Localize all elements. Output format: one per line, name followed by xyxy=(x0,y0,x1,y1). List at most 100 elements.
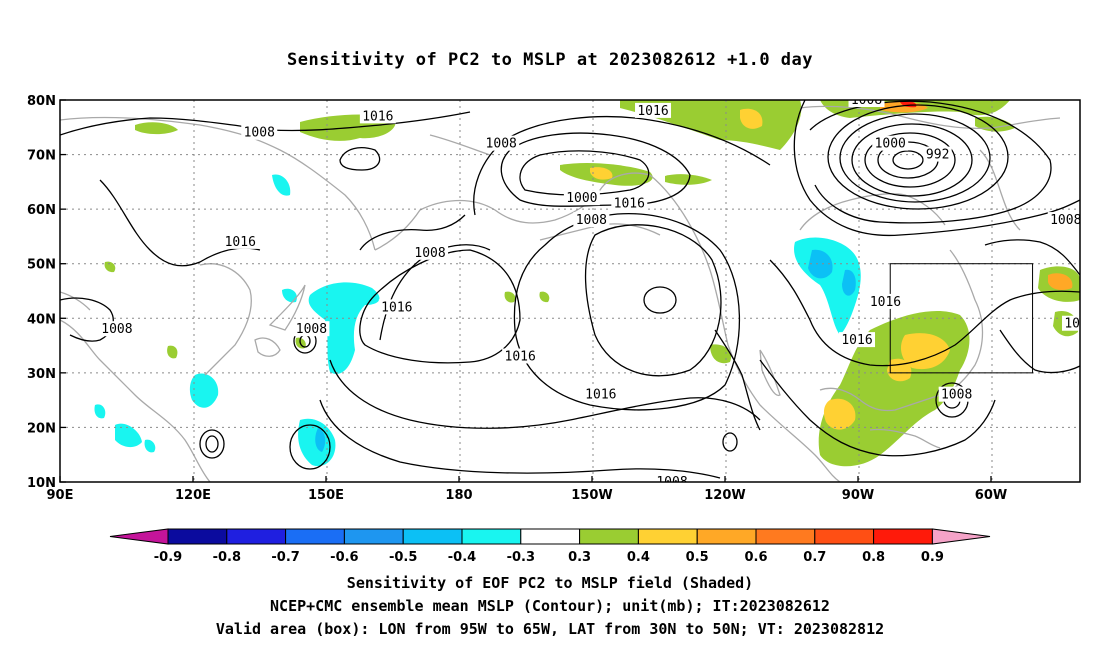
contour-label-bg xyxy=(241,124,278,140)
contour-label-bg xyxy=(872,135,909,151)
contour-label: 1016 xyxy=(505,349,536,364)
lon-tick-label: 90E xyxy=(47,488,74,503)
chart-title: Sensitivity of PC2 to MSLP at 2023082612… xyxy=(286,50,813,70)
colorbar-swatch xyxy=(343,528,404,545)
colorbar-swatch xyxy=(696,528,757,545)
lon-tick-label: 150E xyxy=(308,488,344,503)
lat-tick-label: 20N xyxy=(27,421,56,436)
contour-label: 1008 xyxy=(656,475,687,490)
contour-label-bg xyxy=(1062,315,1080,331)
colorbar-swatch xyxy=(285,528,345,545)
contour-label-bg xyxy=(293,321,330,337)
colorbar-swatch xyxy=(167,528,228,545)
contour-label-bg xyxy=(611,195,648,211)
lat-tick-label: 60N xyxy=(27,203,56,218)
colorbar-swatch xyxy=(226,528,287,545)
colorbar-label: 0.6 xyxy=(744,550,767,565)
contour-label-bg xyxy=(867,293,904,309)
colorbar-swatch xyxy=(637,528,698,545)
contour-label: 1008 xyxy=(851,93,882,108)
colorbar-label: 0.3 xyxy=(568,550,591,565)
colorbar-swatch xyxy=(402,528,463,545)
colorbar-swatch xyxy=(814,528,875,545)
contour-label-bg xyxy=(848,100,885,107)
lon-tick-label: 180 xyxy=(445,488,472,503)
contour-label: 1008 xyxy=(244,126,275,141)
colorbar-label: -0.3 xyxy=(507,550,535,565)
valid-area-box xyxy=(889,263,1034,374)
colorbar-swatch xyxy=(873,528,933,545)
colorbar-label: 0.5 xyxy=(686,550,709,565)
lat-tick-label: 70N xyxy=(27,149,56,164)
contour-label-bg xyxy=(573,212,610,228)
lon-tick-label: 90W xyxy=(842,488,874,503)
colorbar-label: -0.4 xyxy=(448,550,476,565)
contour-label: 1016 xyxy=(637,104,668,119)
contour-label-bg xyxy=(839,332,876,348)
mslp-contours xyxy=(60,100,1080,479)
plot-frame xyxy=(59,99,1081,483)
contour-label-bg xyxy=(98,321,135,337)
contour-label: 1016 xyxy=(362,109,393,124)
contour-label-bg xyxy=(938,386,975,402)
colorbar-swatch xyxy=(461,528,522,545)
contour-label-bg xyxy=(222,233,259,249)
contour-label: 1008 xyxy=(486,137,517,152)
colorbar xyxy=(109,528,991,545)
caption-contour: NCEP+CMC ensemble mean MSLP (Contour); u… xyxy=(270,597,830,615)
colorbar-swatch xyxy=(579,528,639,545)
lat-tick-label: 50N xyxy=(27,258,56,273)
contour-label: 1016 xyxy=(1064,317,1095,332)
contour-label: 1008 xyxy=(576,213,607,228)
lat-tick-label: 80N xyxy=(27,94,56,109)
lon-tick-label: 120E xyxy=(175,488,211,503)
contour-label: 1008 xyxy=(1050,213,1081,228)
colorbar-label: 0.7 xyxy=(803,550,826,565)
colorbar-label: -0.9 xyxy=(154,550,182,565)
colorbar-label: 0.9 xyxy=(921,550,944,565)
contour-label-bg xyxy=(1047,212,1080,228)
contour-labels: 1008 1016 1008 1016 1008 1000 992 1000 1008 1016 1… xyxy=(98,93,1095,490)
contour-label-bg xyxy=(563,190,600,206)
latitude-ticks: 80N 70N 60N 50N 40N 30N 20N 10N xyxy=(27,94,66,491)
contour-label-bg xyxy=(654,474,690,482)
contour-label: 1008 xyxy=(414,246,445,261)
lat-tick-label: 10N xyxy=(27,476,56,491)
contour-label-bg xyxy=(635,102,672,118)
contour-label: 1016 xyxy=(225,235,256,250)
lon-tick-label: 60W xyxy=(975,488,1007,503)
colorbar-label: -0.8 xyxy=(213,550,241,565)
colorbar-label: 0.4 xyxy=(627,550,650,565)
contour-label: 1016 xyxy=(614,197,645,212)
graticule xyxy=(60,100,1080,482)
caption-shading: Sensitivity of EOF PC2 to MSLP field (Sh… xyxy=(346,574,754,592)
contour-label-bg xyxy=(502,348,539,364)
contour-label: 1008 xyxy=(941,388,972,403)
colorbar-high-triangle xyxy=(931,528,991,545)
lat-tick-label: 30N xyxy=(27,367,56,382)
colorbar-labels: -0.9 -0.8 -0.7 -0.6 -0.5 -0.4 -0.3 0.3 0.4 0.5 0.6… xyxy=(154,550,944,565)
colorbar-low-triangle xyxy=(109,528,169,545)
caption-valid-area: Valid area (box): LON from 95W to 65W, L… xyxy=(215,620,885,638)
colorbar-label: -0.5 xyxy=(389,550,417,565)
contour-label-bg xyxy=(483,135,520,151)
contour-label: 1008 xyxy=(296,322,327,337)
contour-label-bg xyxy=(582,386,619,402)
colorbar-label: -0.6 xyxy=(330,550,358,565)
longitude-ticks: 90E 120E 150E 180 150W 120W 90W 60W xyxy=(47,476,1007,503)
lat-tick-label: 40N xyxy=(27,312,56,327)
contour-label-bg xyxy=(378,299,415,315)
contour-label: 1000 xyxy=(875,137,906,152)
contour-label: 1008 xyxy=(101,322,132,337)
colorbar-swatch xyxy=(520,528,581,545)
contour-label: 992 xyxy=(926,148,949,163)
contour-label: 1000 xyxy=(566,191,597,206)
contour-label: 1016 xyxy=(585,388,616,403)
colorbar-swatch xyxy=(755,528,816,545)
contour-label: 1016 xyxy=(870,295,901,310)
contour-label-bg xyxy=(412,244,449,260)
contour-label: 1016 xyxy=(841,333,872,348)
contour-label-bg xyxy=(923,146,952,162)
colorbar-label: 0.8 xyxy=(862,550,885,565)
contour-label-bg xyxy=(359,108,396,124)
